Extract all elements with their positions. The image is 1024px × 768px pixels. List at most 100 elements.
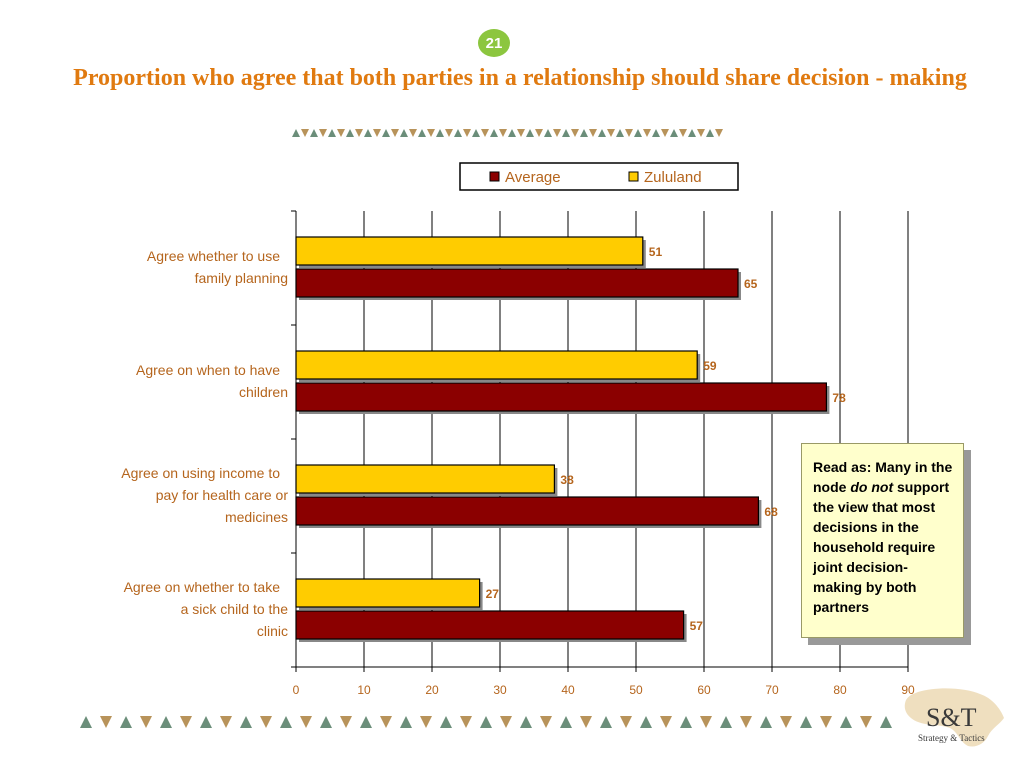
chart-title: Proportion who agree that both parties i…	[73, 65, 967, 91]
decorative-triangle	[634, 129, 642, 137]
decorative-triangle	[652, 129, 660, 137]
x-tick-label: 30	[493, 683, 507, 697]
x-tick-label: 70	[765, 683, 779, 697]
x-tick-label: 50	[629, 683, 643, 697]
decorative-triangle	[643, 129, 651, 137]
decorative-triangle	[697, 129, 705, 137]
data-label: 38	[560, 473, 574, 487]
chart-legend: Average Zululand	[459, 162, 739, 191]
data-label: 78	[832, 391, 846, 405]
legend-swatch-average	[489, 171, 500, 182]
decorative-triangle	[346, 129, 354, 137]
legend-swatch-zululand	[628, 171, 639, 182]
decorative-triangle	[598, 129, 606, 137]
decorative-triangle-border-bottom	[80, 716, 892, 728]
decorative-triangle	[400, 716, 412, 728]
data-label: 65	[744, 277, 758, 291]
decorative-triangle	[680, 716, 692, 728]
decorative-triangle	[600, 716, 612, 728]
decorative-triangle	[300, 716, 312, 728]
x-tick-label: 60	[697, 683, 711, 697]
decorative-triangle	[436, 129, 444, 137]
decorative-triangle	[490, 129, 498, 137]
africa-logo-icon	[904, 688, 1004, 747]
decorative-triangle	[320, 716, 332, 728]
decorative-triangle	[571, 129, 579, 137]
category-label: Agree on whether to take a sick child to …	[124, 579, 289, 639]
x-tick-label: 0	[293, 683, 300, 697]
chart-axes: 0 10 20 30 40 50 60 70 80 90 Agree whether to use f…	[121, 210, 915, 697]
decorative-triangle	[481, 129, 489, 137]
decorative-triangle	[472, 129, 480, 137]
decorative-triangle	[160, 716, 172, 728]
decorative-triangle	[607, 129, 615, 137]
decorative-triangle	[220, 716, 232, 728]
read-as-note: Read as: Many in the node do not support…	[801, 443, 964, 638]
decorative-triangle	[460, 716, 472, 728]
x-tick-label: 20	[425, 683, 439, 697]
x-tick-label: 90	[901, 683, 915, 697]
decorative-triangle	[80, 716, 92, 728]
chart-bars: 51 65 59 78 38 68 27 57	[295, 236, 846, 642]
decorative-triangle	[427, 129, 435, 137]
decorative-triangle	[544, 129, 552, 137]
decorative-triangle	[840, 716, 852, 728]
decorative-triangle	[400, 129, 408, 137]
bar-average	[295, 496, 759, 526]
decorative-triangle	[670, 129, 678, 137]
x-tick-label: 40	[561, 683, 575, 697]
category-label: Agree on when to have children	[136, 362, 288, 400]
decorative-triangle	[880, 716, 892, 728]
data-label: 59	[703, 359, 717, 373]
decorative-triangle	[535, 129, 543, 137]
legend-label: Average	[505, 169, 561, 186]
note-text-start: Read as: Many in the node	[813, 459, 953, 495]
decorative-triangle	[340, 716, 352, 728]
decorative-triangle	[180, 716, 192, 728]
decorative-triangle	[780, 716, 792, 728]
x-tick-label: 80	[833, 683, 847, 697]
note-emphasis: do not	[850, 479, 894, 495]
category-label: Agree on using income to pay for health c…	[121, 465, 288, 525]
decorative-triangle	[740, 716, 752, 728]
decorative-triangle	[337, 129, 345, 137]
logo-main-text: S&T	[926, 703, 977, 732]
decorative-triangle	[820, 716, 832, 728]
legend-box	[459, 162, 739, 191]
decorative-triangle	[240, 716, 252, 728]
decorative-triangle	[500, 716, 512, 728]
decorative-triangle	[200, 716, 212, 728]
decorative-triangle	[562, 129, 570, 137]
decorative-triangle	[355, 129, 363, 137]
decorative-triangle	[517, 129, 525, 137]
note-text-end: support the view that most decisions in …	[813, 479, 950, 615]
bar-zululand	[295, 578, 481, 608]
decorative-triangle	[328, 129, 336, 137]
decorative-triangle	[679, 129, 687, 137]
decorative-triangle	[380, 716, 392, 728]
decorative-triangle	[560, 716, 572, 728]
decorative-triangle	[553, 129, 561, 137]
decorative-triangle	[625, 129, 633, 137]
data-label: 57	[690, 619, 704, 633]
legend-label: Zululand	[644, 169, 702, 186]
decorative-triangle	[319, 129, 327, 137]
decorative-triangle	[391, 129, 399, 137]
category-label: Agree whether to use family planning	[147, 248, 288, 286]
x-tick-label: 10	[357, 683, 371, 697]
decorative-triangle	[706, 129, 714, 137]
data-label: 27	[486, 587, 500, 601]
decorative-triangle	[499, 129, 507, 137]
decorative-triangle	[800, 716, 812, 728]
decorative-triangle	[526, 129, 534, 137]
decorative-triangle	[310, 129, 318, 137]
decorative-triangle	[720, 716, 732, 728]
bar-average	[295, 268, 739, 298]
decorative-triangle	[292, 129, 300, 137]
decorative-triangle	[660, 716, 672, 728]
decorative-triangle	[418, 129, 426, 137]
decorative-triangle	[260, 716, 272, 728]
decorative-triangle	[364, 129, 372, 137]
decorative-triangle	[661, 129, 669, 137]
decorative-triangle	[620, 716, 632, 728]
